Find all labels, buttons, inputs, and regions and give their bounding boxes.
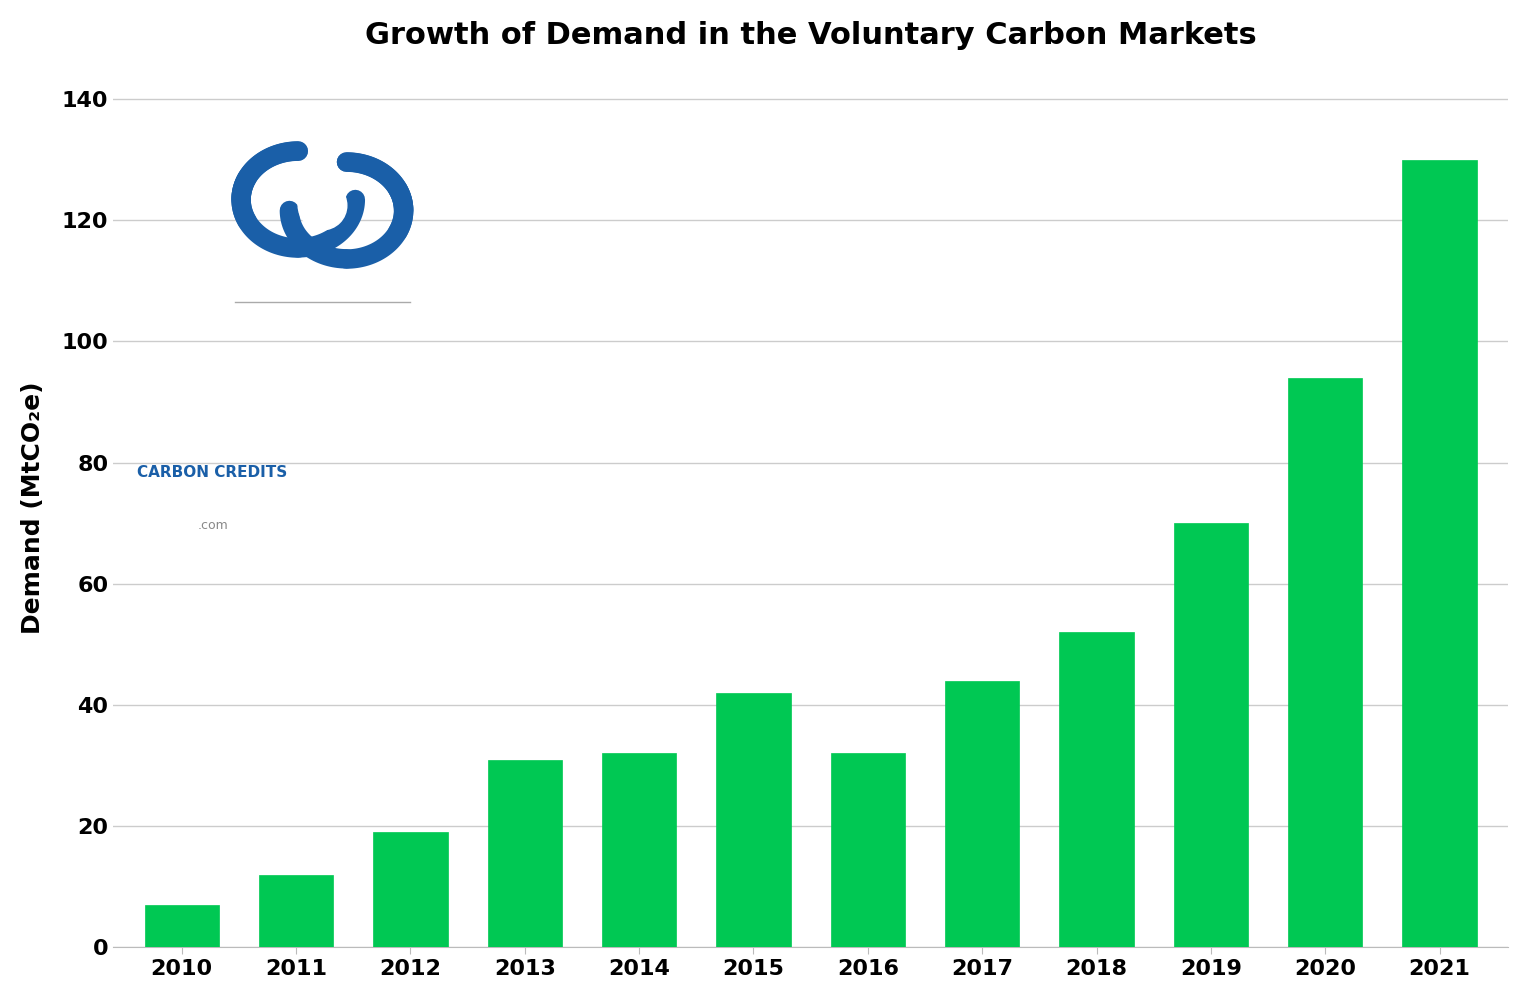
Bar <box>1174 523 1248 947</box>
Bar <box>488 760 563 947</box>
Title: Growth of Demand in the Voluntary Carbon Markets: Growth of Demand in the Voluntary Carbon… <box>365 21 1257 50</box>
Bar <box>945 681 1020 947</box>
Bar <box>145 905 219 947</box>
Bar <box>830 753 905 947</box>
Bar <box>373 832 448 947</box>
Bar <box>1287 378 1362 947</box>
Bar <box>258 875 333 947</box>
Bar <box>716 693 790 947</box>
Bar <box>602 753 676 947</box>
Bar <box>1402 160 1477 947</box>
Y-axis label: Demand (MtCO₂e): Demand (MtCO₂e) <box>21 382 44 634</box>
Bar <box>1060 632 1133 947</box>
